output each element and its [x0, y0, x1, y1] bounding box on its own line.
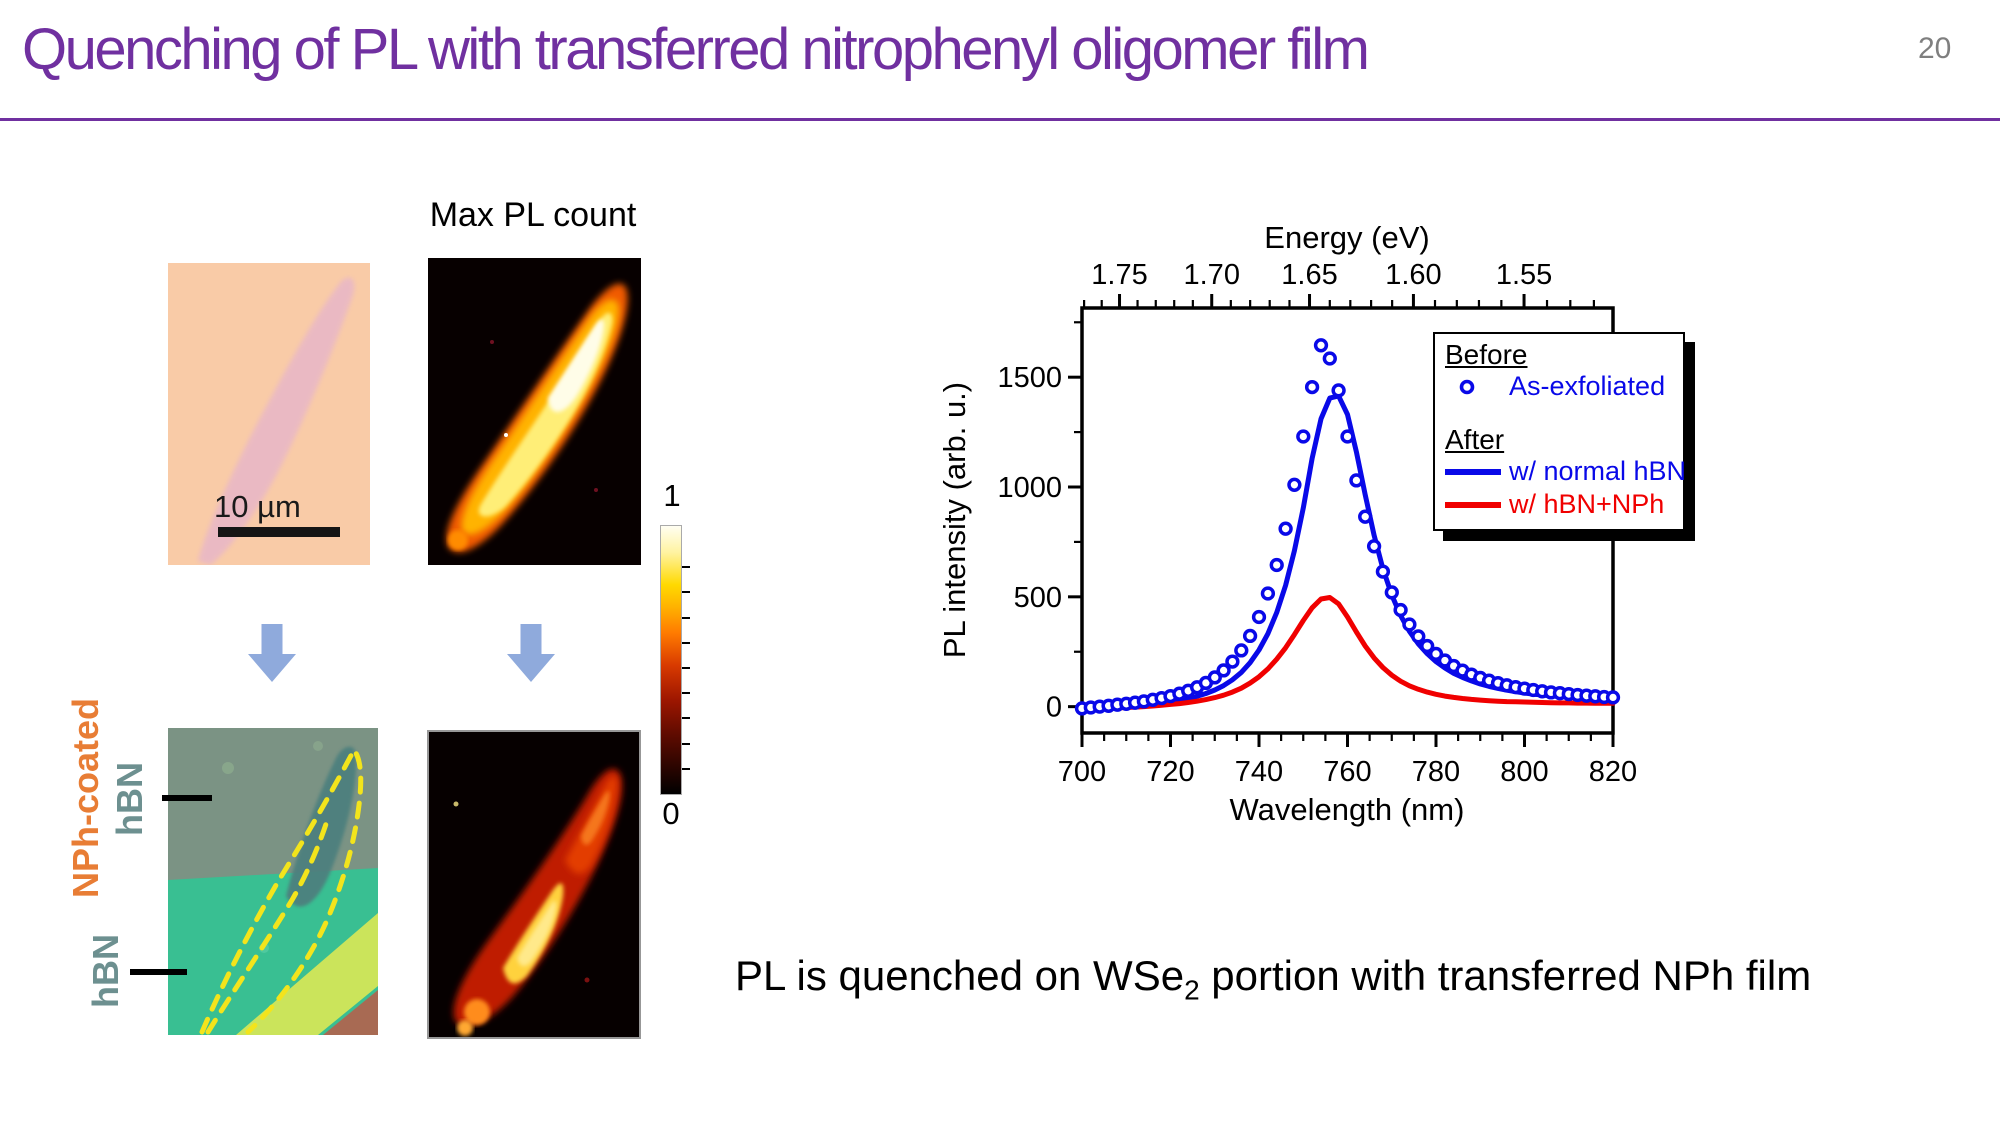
- colorbar-max-label: 1: [663, 478, 681, 513]
- legend-label: As-exfoliated: [1509, 371, 1666, 401]
- legend-after-heading: After: [1445, 424, 1505, 455]
- svg-text:780: 780: [1412, 756, 1460, 788]
- svg-text:700: 700: [1058, 756, 1106, 788]
- legend-before-heading: Before: [1445, 339, 1528, 370]
- x-axis-title: Wavelength (nm): [1229, 792, 1465, 827]
- scale-bar-label: 10 µm: [214, 489, 301, 524]
- title-rule: [0, 118, 2000, 121]
- colorbar-tick: [682, 692, 690, 695]
- pl-map-before: [428, 258, 641, 565]
- pl-map-after: [427, 730, 641, 1039]
- svg-text:1.70: 1.70: [1184, 259, 1240, 291]
- colorbar: [660, 525, 682, 795]
- conclusion-pre: PL is quenched on WSe: [735, 952, 1185, 999]
- blue-line-marker-icon: [1445, 468, 1509, 475]
- down-arrow-icon: [507, 624, 555, 682]
- colorbar-tick: [682, 717, 690, 720]
- legend-entry-as-exfoliated: As-exfoliated: [1445, 370, 1673, 403]
- chart-legend: Before As-exfoliated After w/ normal hBN…: [1433, 332, 1686, 531]
- colorbar-min-label: 0: [662, 796, 680, 831]
- svg-text:720: 720: [1146, 756, 1194, 788]
- red-line-marker-icon: [1445, 501, 1509, 508]
- optical-image-after: [168, 728, 378, 1035]
- hbn-bottom-pointer-line: [130, 969, 187, 975]
- page-title: Quenching of PL with transferred nitroph…: [22, 17, 1370, 82]
- svg-text:1500: 1500: [997, 362, 1062, 394]
- svg-text:0: 0: [1046, 692, 1062, 724]
- svg-text:1.75: 1.75: [1091, 259, 1147, 291]
- optical-after-graphic: [168, 728, 378, 1035]
- hbn-bottom-label: hBN: [85, 934, 126, 1008]
- legend-entry-normal-hbn: w/ normal hBN: [1445, 455, 1686, 488]
- colorbar-tick: [682, 742, 690, 745]
- svg-text:820: 820: [1589, 756, 1637, 788]
- colorbar-tick: [682, 616, 690, 619]
- scale-bar: [218, 527, 340, 537]
- pl-before-graphic: [428, 258, 641, 565]
- svg-text:1.55: 1.55: [1496, 259, 1552, 291]
- legend-label: w/ hBN+NPh: [1509, 489, 1665, 519]
- colorbar-tick: [682, 767, 690, 770]
- svg-text:500: 500: [1014, 582, 1062, 614]
- colorbar-tick: [682, 641, 690, 644]
- pl-spectrum-chart: 700 720 740 760 780 800 820 0 500 1000 1500 1.75 1.7…: [997, 259, 1637, 788]
- optical-image-before: 10 µm: [168, 263, 370, 565]
- page-number: 20: [1918, 32, 1952, 65]
- colorbar-tick: [682, 566, 690, 569]
- legend-label: w/ normal hBN: [1509, 456, 1687, 486]
- svg-text:1000: 1000: [997, 472, 1062, 504]
- svg-text:740: 740: [1235, 756, 1283, 788]
- svg-text:800: 800: [1500, 756, 1548, 788]
- colorbar-tick: [682, 667, 690, 670]
- y-axis-title: PL intensity (arb. u.): [937, 381, 972, 659]
- svg-text:760: 760: [1323, 756, 1371, 788]
- pl-after-graphic: [429, 732, 639, 1037]
- hbn-top-pointer-line: [162, 795, 212, 801]
- conclusion-subscript: 2: [1184, 974, 1200, 1006]
- legend-entry-hbn-nph: w/ hBN+NPh: [1445, 488, 1673, 521]
- optical-before-graphic: [168, 263, 370, 565]
- colorbar-tick: [682, 591, 690, 594]
- down-arrow-icon: [248, 624, 296, 682]
- conclusion-post: portion with transferred NPh film: [1199, 952, 1812, 999]
- max-pl-count-label: Max PL count: [429, 196, 637, 234]
- hbn-top-label: hBN: [109, 762, 150, 836]
- svg-text:1.65: 1.65: [1281, 259, 1337, 291]
- conclusion-text: PL is quenched on WSe2 portion with tran…: [735, 952, 1811, 1006]
- nph-coated-label: NPh-coated: [65, 697, 106, 899]
- top-axis-title: Energy (eV): [1264, 220, 1430, 255]
- svg-text:1.60: 1.60: [1385, 259, 1441, 291]
- open-circle-marker-icon: [1445, 377, 1509, 397]
